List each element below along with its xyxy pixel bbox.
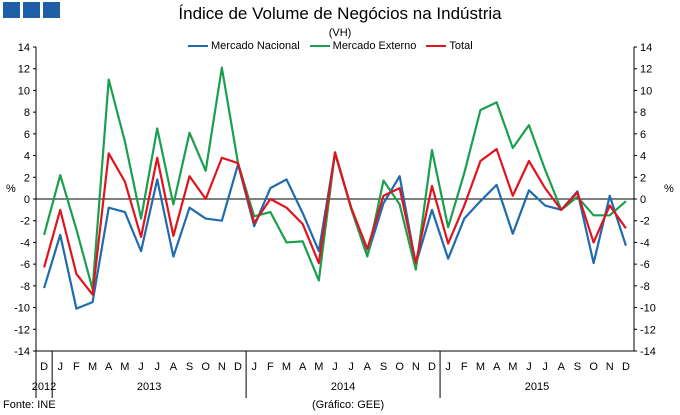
x-tick-label-month: M — [282, 361, 291, 373]
x-tick-label-month: J — [526, 361, 532, 373]
x-tick-label-month: F — [73, 361, 80, 373]
y-tick-label-left: -6 — [20, 259, 30, 271]
legend-label: Mercado Nacional — [211, 40, 300, 52]
x-tick-label-month: J — [251, 361, 257, 373]
y-tick-label-left: -14 — [14, 346, 30, 358]
y-tick-label-left: -8 — [20, 281, 30, 293]
x-tick-label-month: F — [267, 361, 274, 373]
y-tick-label-right: -2 — [640, 216, 650, 228]
legend-item-mercado-externo: Mercado Externo — [309, 40, 417, 52]
y-tick-label-left: 12 — [18, 64, 30, 76]
y-tick-label-right: -8 — [640, 281, 650, 293]
x-tick-label-month: O — [395, 361, 404, 373]
y-axis-label-right: % — [664, 183, 674, 195]
x-tick-label-month: M — [120, 361, 129, 373]
chart-credit: (Gráfico: GEE) — [312, 399, 385, 411]
y-tick-label-right: 6 — [640, 129, 646, 141]
x-tick-label-month: A — [105, 361, 113, 373]
x-tick-label-year: 2014 — [331, 381, 355, 393]
legend-swatch — [426, 45, 447, 47]
y-tick-label-left: 6 — [24, 129, 30, 141]
logo-square — [3, 2, 20, 18]
x-tick-label-month: J — [542, 361, 548, 373]
x-tick-label-month: A — [170, 361, 178, 373]
x-tick-label-month: O — [201, 361, 210, 373]
y-tick-label-right: -10 — [640, 303, 656, 315]
legend-swatch — [309, 45, 330, 47]
x-tick-label-month: D — [40, 361, 48, 373]
logo — [3, 2, 60, 18]
x-tick-label-month: M — [314, 361, 323, 373]
y-tick-label-left: -2 — [20, 216, 30, 228]
source-note: Fonte: INE — [3, 399, 56, 411]
x-tick-label-year: 2015 — [525, 381, 549, 393]
y-tick-label-right: -6 — [640, 259, 650, 271]
y-tick-label-right: -4 — [640, 237, 650, 249]
y-tick-label-left: 2 — [24, 172, 30, 184]
x-tick-label-month: J — [138, 361, 144, 373]
chart-subtitle: (VH) — [328, 27, 352, 39]
x-tick-label-month: M — [508, 361, 517, 373]
x-tick-label-month: S — [186, 361, 193, 373]
y-tick-label-left: 8 — [24, 107, 30, 119]
x-tick-label-month: D — [234, 361, 242, 373]
x-tick-label-month: M — [88, 361, 97, 373]
x-tick-label-month: N — [412, 361, 420, 373]
y-tick-label-right: 14 — [640, 42, 652, 54]
y-tick-label-right: 4 — [640, 151, 646, 163]
series-line-total — [43, 147, 627, 296]
x-tick-label-year: 2012 — [32, 381, 56, 393]
x-tick-label-month: A — [558, 361, 566, 373]
x-tick-label-month: J — [154, 361, 160, 373]
legend-label: Mercado Externo — [332, 40, 417, 52]
logo-square — [23, 2, 40, 18]
legend-label: Total — [449, 40, 473, 52]
y-tick-label-right: 2 — [640, 172, 646, 184]
x-tick-label-month: D — [622, 361, 630, 373]
y-tick-label-left: 4 — [24, 151, 30, 163]
y-tick-label-left: -12 — [14, 324, 30, 336]
x-tick-label-month: A — [364, 361, 372, 373]
x-tick-label-month: J — [57, 361, 63, 373]
x-tick-label-month: S — [380, 361, 387, 373]
logo-square — [43, 2, 60, 18]
x-tick-label-month: J — [348, 361, 354, 373]
x-tick-label-month: N — [218, 361, 226, 373]
y-tick-label-right: 12 — [640, 64, 652, 76]
y-tick-label-left: 0 — [24, 194, 30, 206]
x-tick-label-month: A — [493, 361, 501, 373]
y-axis-label-left: % — [6, 183, 16, 195]
x-tick-label-month: J — [445, 361, 451, 373]
chart-title: Índice de Volume de Negócios na Indústri… — [178, 4, 502, 23]
legend-swatch — [188, 45, 208, 47]
x-tick-label-month: M — [476, 361, 485, 373]
y-tick-label-right: -12 — [640, 324, 656, 336]
y-tick-label-right: 8 — [640, 107, 646, 119]
x-tick-label-month: A — [299, 361, 307, 373]
x-tick-label-month: N — [606, 361, 614, 373]
x-tick-label-month: J — [332, 361, 338, 373]
y-tick-label-left: 14 — [18, 42, 30, 54]
y-tick-label-left: 10 — [18, 85, 30, 97]
legend-item-total: Total — [426, 40, 473, 52]
y-tick-label-left: -10 — [14, 303, 30, 315]
x-tick-label-month: D — [428, 361, 436, 373]
legend-item-mercado-nacional: Mercado Nacional — [188, 40, 300, 52]
y-tick-label-right: 10 — [640, 85, 652, 97]
y-tick-label-right: 0 — [640, 194, 646, 206]
y-tick-label-left: -4 — [20, 237, 30, 249]
x-tick-label-month: O — [589, 361, 598, 373]
x-tick-label-year: 2013 — [137, 381, 161, 393]
y-tick-label-right: -14 — [640, 346, 656, 358]
x-tick-label-month: F — [461, 361, 468, 373]
chart-legend: Mercado Nacional Mercado Externo Total — [188, 40, 473, 52]
x-tick-label-month: S — [574, 361, 581, 373]
